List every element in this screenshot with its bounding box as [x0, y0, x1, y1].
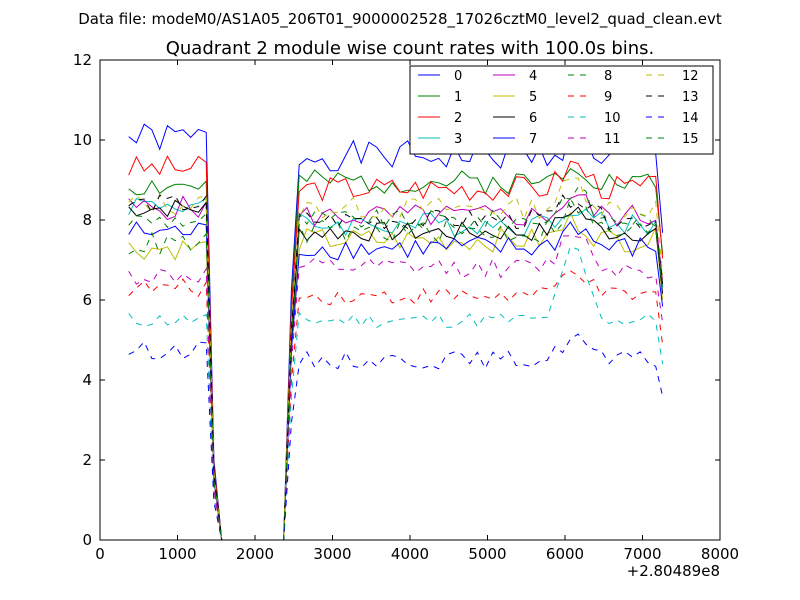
- series-line-13: [128, 194, 664, 541]
- legend-label-3: 3: [454, 132, 462, 147]
- series-line-12: [128, 177, 664, 541]
- y-tick-label: 8: [82, 211, 92, 229]
- x-tick-label: 2000: [236, 545, 274, 563]
- y-tick-label: 0: [82, 531, 92, 549]
- legend-label-9: 9: [604, 90, 612, 105]
- y-tick-label: 6: [82, 291, 92, 309]
- legend-frame: [409, 65, 714, 155]
- legend-label-4: 4: [529, 69, 537, 84]
- legend-label-13: 13: [682, 90, 699, 105]
- legend-label-14: 14: [682, 111, 699, 126]
- x-tick-label: 5000: [468, 545, 506, 563]
- series-line-14: [128, 333, 664, 541]
- legend-label-8: 8: [604, 69, 612, 84]
- series-layer: [128, 123, 664, 541]
- ticks-layer: 0 1000 2000 3000 4000 5000 6000 7000 80000246810…: [73, 51, 739, 563]
- legend-label-12: 12: [682, 69, 699, 84]
- legend-label-2: 2: [454, 111, 462, 126]
- legend-label-0: 0: [454, 69, 462, 84]
- series-line-2: [128, 155, 664, 541]
- y-tick-label: 10: [73, 131, 92, 149]
- y-tick-label: 12: [73, 51, 92, 69]
- x-tick-label: 3000: [313, 545, 351, 563]
- series-line-15: [128, 197, 664, 541]
- series-line-10: [128, 245, 664, 541]
- x-tick-label: 6000: [546, 545, 584, 563]
- legend-label-7: 7: [529, 132, 537, 147]
- x-tick-label: 0: [95, 545, 105, 563]
- legend-label-10: 10: [604, 111, 621, 126]
- x-offset-label: +2.80489e8: [627, 562, 720, 580]
- chart-title: Quadrant 2 module wise count rates with …: [166, 38, 655, 59]
- x-tick-label: 4000: [391, 545, 429, 563]
- suptitle: Data file: modeM0/AS1A05_206T01_90000025…: [78, 10, 722, 29]
- series-line-11: [128, 235, 664, 541]
- legend-label-15: 15: [682, 132, 699, 147]
- legend-label-1: 1: [454, 90, 462, 105]
- y-tick-label: 4: [82, 371, 92, 389]
- x-tick-label: 8000: [701, 545, 739, 563]
- x-tick-label: 1000: [158, 545, 196, 563]
- y-tick-label: 2: [82, 451, 92, 469]
- series-line-7: [128, 221, 664, 541]
- legend-label-6: 6: [529, 111, 537, 126]
- legend-label-5: 5: [529, 90, 537, 105]
- legend-label-11: 11: [604, 132, 621, 147]
- x-tick-label: 7000: [623, 545, 661, 563]
